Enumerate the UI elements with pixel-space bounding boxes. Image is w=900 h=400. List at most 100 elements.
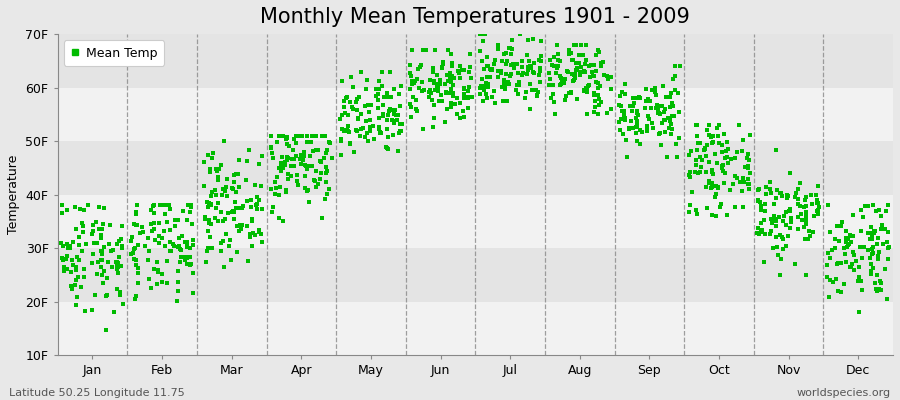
Point [218, 188, 232, 195]
Point [861, 230, 876, 236]
Point [81, 202, 95, 208]
Point [280, 134, 294, 140]
Point [512, 82, 526, 88]
Point [183, 245, 197, 251]
Point [446, 73, 460, 79]
Point [443, 70, 457, 77]
Point [512, 79, 526, 85]
Point [153, 202, 167, 208]
Point [460, 94, 474, 101]
Point [505, 46, 519, 52]
Point [174, 247, 188, 253]
Point [352, 94, 366, 100]
Point [444, 104, 458, 111]
Point [287, 163, 302, 170]
Point [881, 245, 896, 251]
Point [866, 202, 880, 208]
Point [369, 86, 383, 93]
Point [413, 64, 428, 70]
Point [281, 155, 295, 162]
Point [75, 248, 89, 254]
Point [415, 79, 429, 86]
Point [275, 132, 290, 139]
Point [297, 149, 311, 155]
Point [871, 249, 886, 255]
Point [870, 234, 885, 241]
Point [254, 183, 268, 190]
Point [287, 156, 302, 162]
Point [519, 89, 534, 95]
Point [585, 69, 599, 76]
Point [752, 224, 766, 231]
Point [713, 204, 727, 210]
Point [382, 108, 397, 115]
Point [714, 201, 728, 207]
Point [665, 126, 680, 132]
Point [206, 150, 220, 156]
Point [274, 154, 289, 160]
Point [852, 264, 867, 270]
Point [382, 106, 397, 112]
Bar [58, 88, 893, 141]
Point [873, 278, 887, 284]
Point [300, 132, 314, 139]
Point [197, 216, 211, 223]
Point [833, 260, 848, 266]
Point [456, 86, 471, 92]
Point [619, 136, 634, 143]
Point [498, 86, 512, 92]
Point [534, 38, 548, 44]
Point [662, 94, 677, 100]
Point [302, 198, 316, 205]
Point [382, 112, 396, 118]
Point [715, 162, 729, 169]
Point [268, 178, 283, 185]
Point [199, 259, 213, 265]
Point [464, 64, 478, 70]
Point [97, 244, 112, 250]
Point [272, 192, 286, 198]
Point [369, 93, 383, 99]
Point [227, 178, 241, 185]
Point [167, 217, 182, 223]
Point [64, 269, 78, 276]
Point [374, 130, 388, 136]
Point [737, 163, 751, 170]
Point [806, 213, 821, 219]
Point [440, 106, 454, 112]
Point [282, 143, 296, 150]
Point [248, 232, 262, 238]
Point [532, 56, 546, 63]
Point [870, 240, 885, 247]
Point [735, 137, 750, 144]
Point [754, 228, 769, 235]
Point [334, 152, 348, 158]
Point [410, 66, 425, 72]
Point [682, 172, 697, 178]
Point [798, 203, 813, 210]
Point [843, 264, 858, 270]
Point [265, 145, 279, 152]
Point [275, 132, 290, 139]
Point [427, 102, 441, 108]
Point [880, 256, 895, 262]
Point [596, 58, 610, 65]
Point [491, 43, 505, 49]
Point [613, 126, 627, 133]
Point [472, 31, 487, 37]
Point [495, 84, 509, 90]
Point [641, 96, 655, 103]
Point [94, 232, 108, 238]
Point [226, 208, 240, 214]
Point [382, 68, 397, 75]
Point [124, 234, 139, 240]
Point [306, 177, 320, 183]
Point [176, 208, 190, 214]
Point [313, 158, 328, 164]
Point [656, 109, 670, 115]
Point [525, 86, 539, 93]
Point [737, 179, 751, 185]
Point [266, 204, 280, 210]
Point [810, 208, 824, 214]
Point [663, 90, 678, 96]
